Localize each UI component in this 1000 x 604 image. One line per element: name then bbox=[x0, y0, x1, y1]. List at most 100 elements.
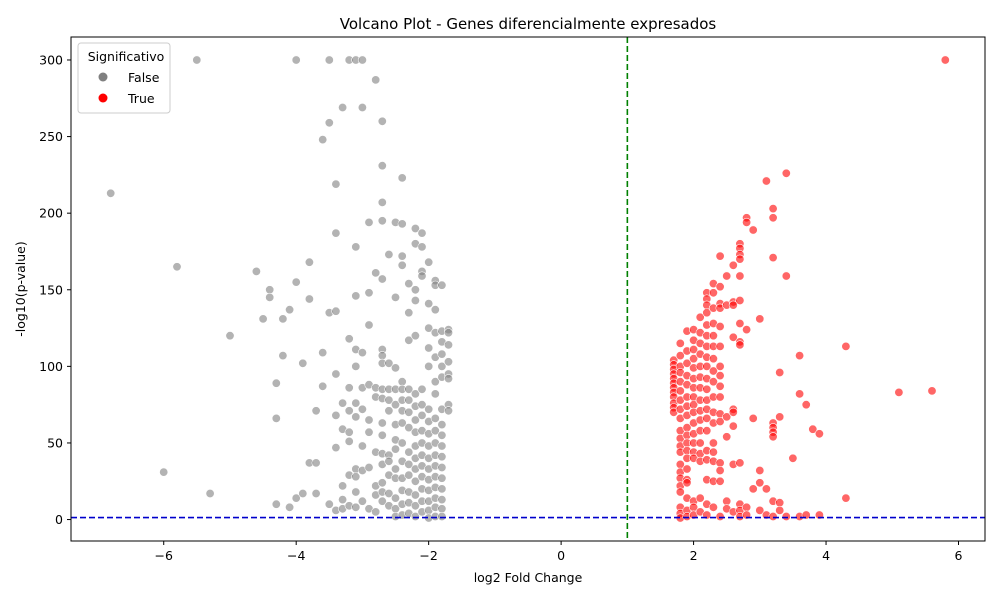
point-false-3 bbox=[192, 55, 202, 65]
point-false-93 bbox=[377, 197, 387, 207]
point-false-133 bbox=[397, 251, 407, 261]
point-true-122 bbox=[708, 502, 718, 512]
point-false-81 bbox=[364, 462, 374, 472]
point-false-2 bbox=[172, 262, 182, 272]
point-true-176 bbox=[755, 465, 765, 475]
y-tick-label: 250 bbox=[39, 129, 63, 144]
point-false-10 bbox=[271, 378, 281, 388]
point-false-57 bbox=[351, 242, 361, 252]
point-false-155 bbox=[404, 470, 414, 480]
point-false-179 bbox=[417, 384, 427, 394]
point-false-94 bbox=[377, 216, 387, 226]
point-false-69 bbox=[357, 348, 367, 358]
point-true-169 bbox=[742, 325, 752, 335]
point-true-204 bbox=[808, 424, 818, 434]
point-false-14 bbox=[278, 351, 288, 361]
point-true-145 bbox=[728, 260, 738, 270]
point-false-65 bbox=[351, 487, 361, 497]
point-false-20 bbox=[298, 488, 308, 498]
point-true-113 bbox=[708, 366, 718, 376]
point-true-70 bbox=[695, 312, 705, 322]
point-false-77 bbox=[364, 320, 374, 330]
point-true-12 bbox=[675, 338, 685, 348]
point-false-152 bbox=[404, 423, 414, 433]
point-false-22 bbox=[304, 257, 314, 267]
point-true-210 bbox=[927, 386, 937, 396]
point-true-173 bbox=[748, 413, 758, 423]
point-true-35 bbox=[682, 358, 692, 368]
point-false-83 bbox=[371, 75, 381, 85]
point-false-15 bbox=[285, 305, 295, 315]
point-false-237 bbox=[437, 495, 447, 505]
point-false-163 bbox=[410, 331, 420, 341]
point-false-208 bbox=[430, 305, 440, 315]
point-false-45 bbox=[338, 481, 348, 491]
point-false-28 bbox=[318, 135, 328, 145]
point-false-178 bbox=[417, 271, 427, 281]
legend-marker-true bbox=[98, 93, 108, 103]
point-false-139 bbox=[397, 418, 407, 428]
point-false-84 bbox=[371, 268, 381, 278]
point-false-116 bbox=[384, 488, 394, 498]
point-false-236 bbox=[437, 484, 447, 494]
point-true-94 bbox=[702, 361, 712, 371]
point-false-242 bbox=[443, 340, 453, 350]
point-false-161 bbox=[410, 285, 420, 295]
point-false-112 bbox=[384, 406, 394, 416]
point-true-202 bbox=[801, 400, 811, 410]
point-true-118 bbox=[708, 438, 718, 448]
point-false-35 bbox=[331, 179, 341, 189]
point-true-143 bbox=[722, 496, 732, 506]
point-true-96 bbox=[702, 384, 712, 394]
point-false-58 bbox=[351, 291, 361, 301]
point-false-111 bbox=[384, 395, 394, 405]
y-axis-ticks: 0 50 100 150 200 250 300 bbox=[39, 52, 71, 527]
point-false-25 bbox=[311, 458, 321, 468]
point-false-18 bbox=[291, 277, 301, 287]
legend-label-true: True bbox=[127, 91, 155, 106]
point-true-54 bbox=[689, 344, 699, 354]
point-false-27 bbox=[311, 488, 321, 498]
point-false-162 bbox=[410, 295, 420, 305]
point-false-71 bbox=[357, 404, 367, 414]
point-true-172 bbox=[748, 225, 758, 235]
point-false-0 bbox=[106, 188, 116, 198]
point-false-235 bbox=[437, 473, 447, 483]
point-false-176 bbox=[417, 242, 427, 252]
point-true-129 bbox=[715, 361, 725, 371]
point-false-49 bbox=[344, 334, 354, 344]
point-false-223 bbox=[437, 280, 447, 290]
point-false-1 bbox=[159, 467, 169, 477]
point-false-147 bbox=[404, 308, 414, 318]
point-false-8 bbox=[265, 285, 275, 295]
point-true-188 bbox=[768, 432, 778, 442]
point-true-130 bbox=[715, 371, 725, 381]
point-true-89 bbox=[702, 308, 712, 318]
point-true-112 bbox=[708, 354, 718, 364]
point-false-239 bbox=[437, 511, 447, 521]
point-false-135 bbox=[397, 377, 407, 387]
point-false-172 bbox=[410, 490, 420, 500]
point-false-105 bbox=[377, 478, 387, 488]
point-true-147 bbox=[728, 300, 738, 310]
point-true-99 bbox=[702, 413, 712, 423]
point-true-142 bbox=[722, 432, 732, 442]
plot-frame bbox=[70, 36, 986, 542]
point-false-227 bbox=[437, 361, 447, 371]
point-false-29 bbox=[318, 348, 328, 358]
point-false-212 bbox=[430, 389, 440, 399]
point-true-84 bbox=[695, 493, 705, 503]
point-false-36 bbox=[331, 228, 341, 238]
point-true-191 bbox=[775, 367, 785, 377]
point-false-120 bbox=[390, 363, 400, 373]
point-false-108 bbox=[384, 250, 394, 260]
points-layer bbox=[106, 55, 950, 523]
point-false-91 bbox=[377, 116, 387, 126]
point-false-61 bbox=[351, 398, 361, 408]
point-false-64 bbox=[351, 472, 361, 482]
point-false-5 bbox=[225, 331, 235, 341]
point-true-170 bbox=[742, 502, 752, 512]
point-true-148 bbox=[728, 332, 738, 342]
y-tick-label: 200 bbox=[39, 206, 63, 221]
point-true-211 bbox=[940, 55, 950, 65]
